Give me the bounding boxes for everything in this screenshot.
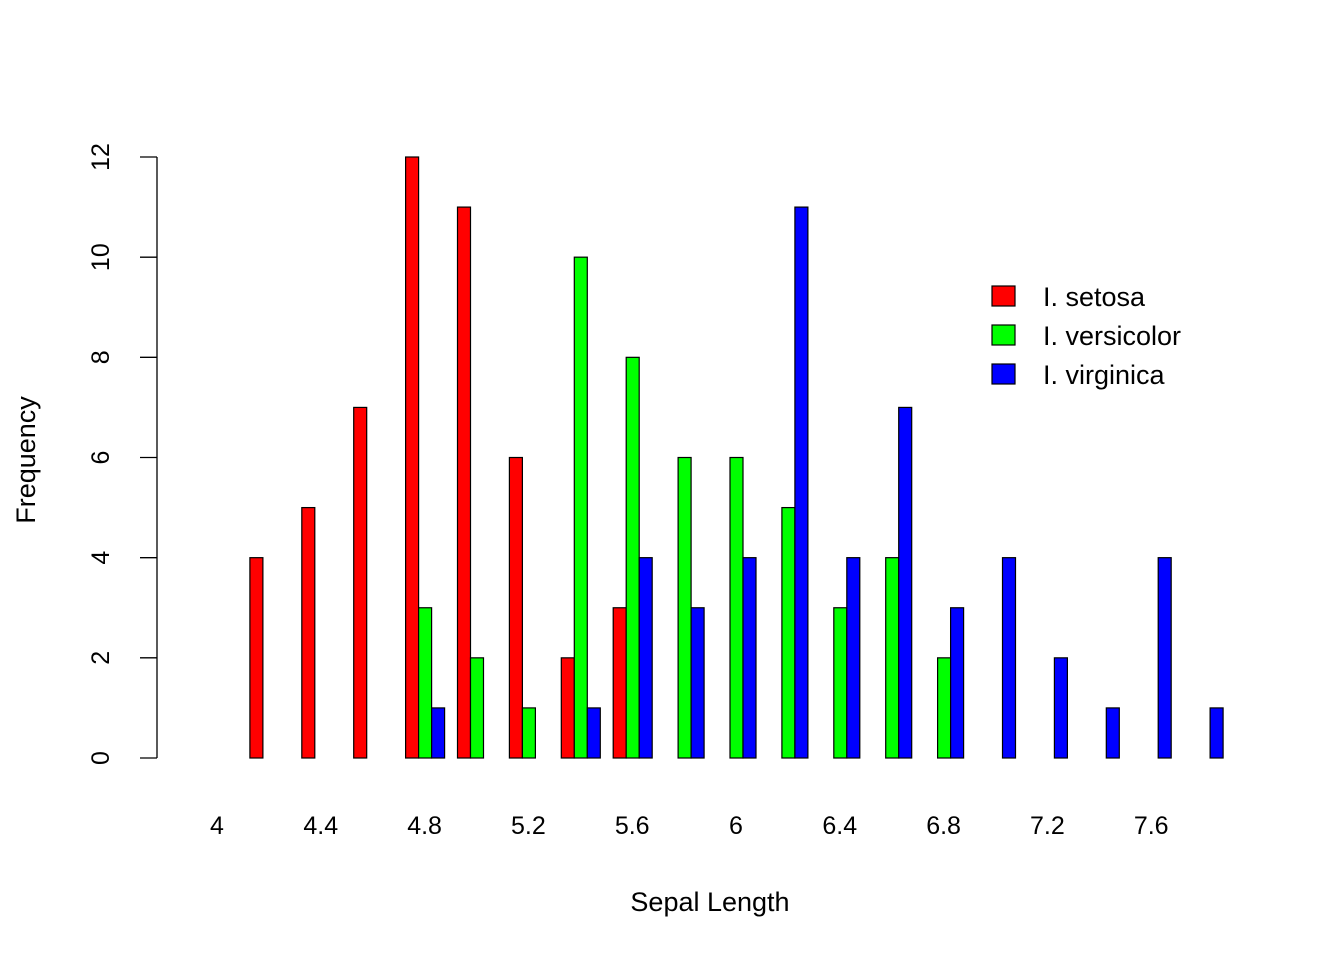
- bar-group: [1105, 707, 1120, 759]
- x-tick-label: 4.4: [303, 812, 338, 840]
- y-axis: 0 2 4 6 8 10 12: [87, 143, 158, 765]
- bar: [586, 707, 601, 759]
- y-tick-label: 12: [87, 143, 115, 171]
- bar: [949, 607, 965, 759]
- bar-group: [885, 406, 913, 759]
- bar: [729, 456, 744, 759]
- legend-swatch: [991, 324, 1016, 346]
- bar: [1001, 557, 1017, 759]
- bar: [431, 707, 446, 759]
- bar: [1209, 707, 1224, 759]
- bar: [521, 707, 537, 759]
- bar: [560, 657, 575, 759]
- bar: [1053, 657, 1069, 759]
- bar: [898, 406, 913, 759]
- bar: [612, 607, 627, 759]
- y-axis-title: Frequency: [11, 396, 41, 524]
- bar-group: [936, 607, 965, 759]
- bar-group: [249, 557, 264, 759]
- bar-group: [729, 456, 757, 759]
- bar-group: [1157, 557, 1172, 759]
- x-tick-label: 7.2: [1030, 812, 1065, 840]
- bar: [742, 557, 757, 759]
- bar: [677, 456, 692, 759]
- y-tick-label: 10: [87, 243, 115, 271]
- bar: [418, 607, 433, 759]
- x-tick-label: 5.6: [615, 812, 650, 840]
- bar-group: [1209, 707, 1224, 759]
- bar-group: [1053, 657, 1069, 759]
- bar-group: [456, 206, 485, 759]
- bar-group: [560, 256, 601, 759]
- x-tick-label: 6: [729, 812, 743, 840]
- bar: [301, 506, 316, 759]
- bar: [405, 156, 420, 759]
- bar: [353, 406, 368, 759]
- x-tick-label: 4.8: [407, 812, 442, 840]
- bar: [1105, 707, 1120, 759]
- bar-group: [508, 456, 537, 759]
- bar-group: [1001, 557, 1017, 759]
- y-tick-label: 8: [87, 350, 115, 364]
- y-tick-label: 6: [87, 451, 115, 465]
- y-tick-label: 0: [87, 751, 115, 765]
- bar-group: [405, 156, 446, 759]
- bar: [936, 657, 952, 759]
- bar-group: [301, 506, 316, 759]
- bar: [249, 557, 264, 759]
- bar-group: [677, 456, 705, 759]
- bar-group: [353, 406, 368, 759]
- bar: [638, 557, 653, 759]
- bar: [846, 557, 861, 759]
- bar: [781, 506, 796, 759]
- bar-group: [833, 557, 861, 759]
- bars-group: [249, 156, 1224, 759]
- y-tick-label: 4: [87, 551, 115, 565]
- legend-swatch: [991, 285, 1016, 307]
- x-tick-label: 5.2: [511, 812, 546, 840]
- bar-group: [781, 206, 809, 759]
- x-tick-label: 4: [210, 812, 224, 840]
- legend: I. setosa I. versicolor I. virginica: [991, 282, 1181, 390]
- legend-label: I. virginica: [1043, 360, 1166, 390]
- legend-swatch: [991, 363, 1016, 385]
- y-tick-label: 2: [87, 651, 115, 665]
- x-axis-title: Sepal Length: [630, 887, 789, 917]
- x-tick-label: 7.6: [1134, 812, 1169, 840]
- bar: [573, 256, 588, 759]
- bar: [833, 607, 848, 759]
- bar: [456, 206, 472, 759]
- bar: [469, 657, 485, 759]
- bar: [885, 557, 900, 759]
- bar: [1157, 557, 1172, 759]
- bar: [690, 607, 705, 759]
- x-tick-label: 6.4: [822, 812, 857, 840]
- x-axis-tick-labels: 4 4.4 4.8 5.2 5.6 6 6.4 6.8 7.2 7.6: [210, 812, 1169, 840]
- legend-label: I. versicolor: [1043, 321, 1181, 351]
- bar: [794, 206, 809, 759]
- x-tick-label: 6.8: [926, 812, 961, 840]
- bar: [508, 456, 523, 759]
- bar-group: [612, 356, 653, 759]
- bar: [625, 356, 640, 759]
- legend-label: I. setosa: [1043, 282, 1146, 312]
